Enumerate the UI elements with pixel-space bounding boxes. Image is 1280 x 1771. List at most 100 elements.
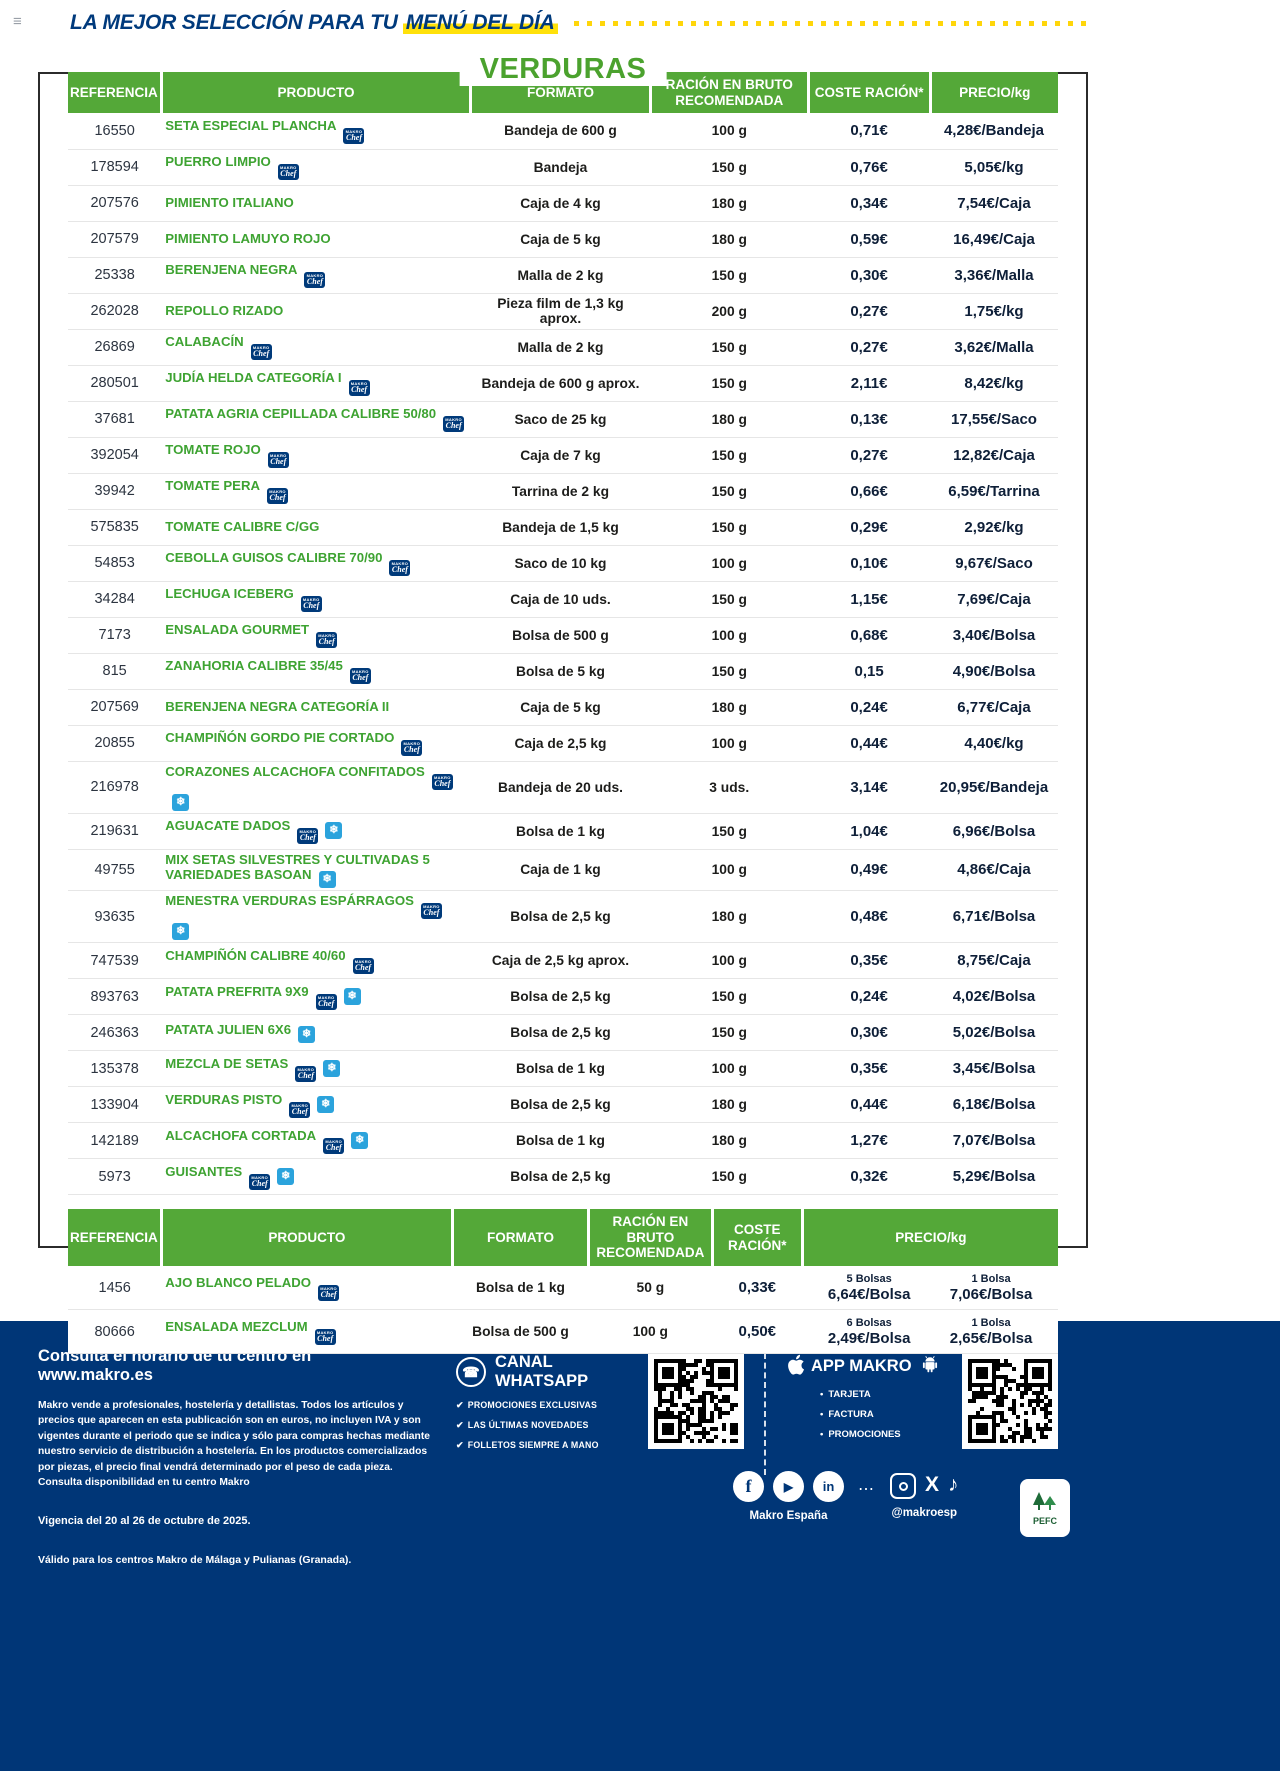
product-row: 207576 PIMIENTO ITALIANO Caja de 4 kg 18… <box>68 185 1058 222</box>
precio-cell: 8,42€/kg <box>930 365 1058 402</box>
product-row: 142189 ALCACHOFA CORTADA MAKRO Chef ❄ Bolsa… <box>68 1122 1058 1160</box>
reference-cell: 7173 <box>68 617 162 654</box>
product-row: 25338 BERENJENA NEGRA MAKRO Chef Malla de … <box>68 257 1058 294</box>
pefc-logo: PEFC <box>1020 1479 1070 1537</box>
product-cell: GUISANTES MAKRO Chef ❄ <box>161 1158 471 1196</box>
product-row: 216978 CORAZONES ALCACHOFA CONFITADOS MAK… <box>68 761 1058 814</box>
format-cell: Bolsa de 1 kg <box>452 1265 589 1311</box>
makro-chef-badge-icon: MAKRO Chef <box>352 957 374 974</box>
social-group-makro: f ▶ in Makro España <box>733 1471 844 1522</box>
check-icon: ✔ <box>456 1440 464 1450</box>
verduras-table: REFERENCIA PRODUCTO FORMATO RACIÓN EN BRUTO… <box>68 72 1058 1196</box>
racion-cell: 150 g <box>650 365 809 402</box>
precio-cell: 7,69€/Caja <box>930 581 1058 618</box>
tiktok-icon[interactable]: ♪ <box>948 1473 959 1496</box>
precio-cell: 6,18€/Bolsa <box>930 1086 1058 1124</box>
racion-cell: 150 g <box>650 509 809 546</box>
format-cell: Saco de 10 kg <box>470 545 651 582</box>
coste-cell: 0,59€ <box>808 221 930 258</box>
linkedin-icon[interactable]: in <box>813 1471 844 1502</box>
product-row: 7173 ENSALADA GOURMET MAKRO Chef Bolsa de … <box>68 617 1058 654</box>
whatsapp-qr-code <box>648 1353 744 1449</box>
column-header: PRODUCTO <box>159 72 471 114</box>
reference-cell: 93635 <box>68 890 162 944</box>
reference-cell: 80666 <box>68 1309 162 1355</box>
precio-cell: 3,36€/Malla <box>930 257 1058 294</box>
makro-chef-badge-icon: MAKRO Chef <box>349 668 371 685</box>
coste-cell: 1,27€ <box>808 1122 930 1160</box>
product-row: 37681 PATATA AGRIA CEPILLADA CALIBRE 50/… <box>68 401 1058 438</box>
table-frame: VERDURAS REFERENCIA PRODUCTO FORMATO RACIÓN… <box>38 53 1088 1355</box>
youtube-icon[interactable]: ▶ <box>773 1471 804 1502</box>
product-cell: JUDÍA HELDA CATEGORÍA I MAKRO Chef <box>161 365 471 402</box>
coste-cell: 0,35€ <box>808 942 930 980</box>
product-row: 80666 ENSALADA MEZCLUM MAKRO Chef Bolsa de… <box>68 1309 1058 1355</box>
product-row: 207579 PIMIENTO LAMUYO ROJO Caja de 5 kg… <box>68 221 1058 258</box>
whatsapp-benefit: ✔ LAS ÚLTIMAS NOVEDADES <box>456 1420 589 1430</box>
coste-cell: 0,44€ <box>808 725 930 762</box>
racion-cell: 180 g <box>650 689 809 726</box>
product-row: 5973 GUISANTES MAKRO Chef ❄ Bolsa de 2,5 kg… <box>68 1158 1058 1196</box>
column-header: COSTE RACIÓN* <box>806 72 930 114</box>
makro-chef-badge-icon: MAKRO Chef <box>316 632 338 649</box>
makro-chef-badge-icon: MAKRO Chef <box>289 1101 311 1118</box>
format-cell: Saco de 25 kg <box>470 401 651 438</box>
product-row: 262028 REPOLLO RIZADO Pieza film de 1,3 … <box>68 293 1058 330</box>
racion-cell: 150 g <box>650 473 809 510</box>
facebook-icon[interactable]: f <box>733 1471 764 1502</box>
instagram-icon[interactable] <box>890 1473 916 1499</box>
reference-cell: 392054 <box>68 437 162 474</box>
coste-cell: 1,15€ <box>808 581 930 618</box>
ellipsis-icon: ⋯ <box>858 1481 876 1498</box>
precio-cell: 5,02€/Bolsa <box>930 1014 1058 1052</box>
precio-cell: 7,54€/Caja <box>930 185 1058 222</box>
product-cell: REPOLLO RIZADO <box>161 293 471 330</box>
precio-cell: 6,59€/Tarrina <box>930 473 1058 510</box>
racion-cell: 150 g <box>650 1158 809 1196</box>
column-header: REFERENCIA <box>68 1209 162 1266</box>
validity-text: Vigencia del 20 al 26 de octubre de 2025… <box>38 1514 251 1527</box>
precio-cell: 4,90€/Bolsa <box>930 653 1058 690</box>
racion-cell: 100 g <box>588 1309 713 1355</box>
coste-cell: 0,35€ <box>808 1050 930 1088</box>
reference-cell: 26869 <box>68 329 162 366</box>
coste-cell: 0,34€ <box>808 185 930 222</box>
product-row: 26869 CALABACÍN MAKRO Chef Malla de 2 kg 1… <box>68 329 1058 366</box>
makro-chef-badge-icon: MAKRO Chef <box>300 596 322 613</box>
whatsapp-benefit: ✔ FOLLETOS SIEMPRE A MANO <box>456 1440 599 1450</box>
reference-cell: 5973 <box>68 1158 162 1196</box>
makro-chef-badge-icon: MAKRO Chef <box>401 740 423 757</box>
makro-chef-badge-icon: MAKRO Chef <box>323 1137 345 1154</box>
racion-cell: 180 g <box>650 1122 809 1160</box>
x-twitter-icon[interactable]: X <box>925 1473 940 1496</box>
product-cell: BERENJENA NEGRA CATEGORÍA II <box>161 689 471 726</box>
format-cell: Bolsa de 2,5 kg <box>470 1086 651 1124</box>
racion-cell: 100 g <box>650 942 809 980</box>
frozen-snowflake-icon: ❄ <box>172 923 190 941</box>
racion-cell: 200 g <box>650 293 809 330</box>
format-cell: Bandeja de 20 uds. <box>470 761 651 814</box>
android-icon <box>919 1354 941 1379</box>
product-row: 49755 MIX SETAS SILVESTRES Y CULTIVADAS … <box>68 849 1058 892</box>
app-qr-code <box>962 1353 1058 1449</box>
format-cell: Bandeja de 600 g <box>470 113 651 150</box>
format-cell: Tarrina de 2 kg <box>470 473 651 510</box>
precio-cell: 1,75€/kg <box>930 293 1058 330</box>
product-row: 54853 CEBOLLA GUISOS CALIBRE 70/90 MAKRO C… <box>68 545 1058 582</box>
racion-cell: 180 g <box>650 185 809 222</box>
format-cell: Caja de 10 uds. <box>470 581 651 618</box>
makro-website-link[interactable]: www.makro.es <box>38 1366 153 1384</box>
racion-cell: 3 uds. <box>650 761 809 814</box>
coste-cell: 0,27€ <box>808 329 930 366</box>
column-header: RACIÓN EN BRUTO RECOMENDADA <box>586 1209 713 1266</box>
product-cell: VERDURAS PISTO MAKRO Chef ❄ <box>161 1086 471 1124</box>
social-label: Makro España <box>749 1510 828 1522</box>
frozen-snowflake-icon: ❄ <box>318 871 336 889</box>
precio-cell: 8,75€/Caja <box>930 942 1058 980</box>
coste-cell: 0,44€ <box>808 1086 930 1124</box>
format-cell: Bolsa de 2,5 kg <box>470 890 651 944</box>
reference-cell: 207576 <box>68 185 162 222</box>
racion-cell: 100 g <box>650 113 809 150</box>
coste-cell: 0,13€ <box>808 401 930 438</box>
dotted-divider <box>573 20 1086 26</box>
